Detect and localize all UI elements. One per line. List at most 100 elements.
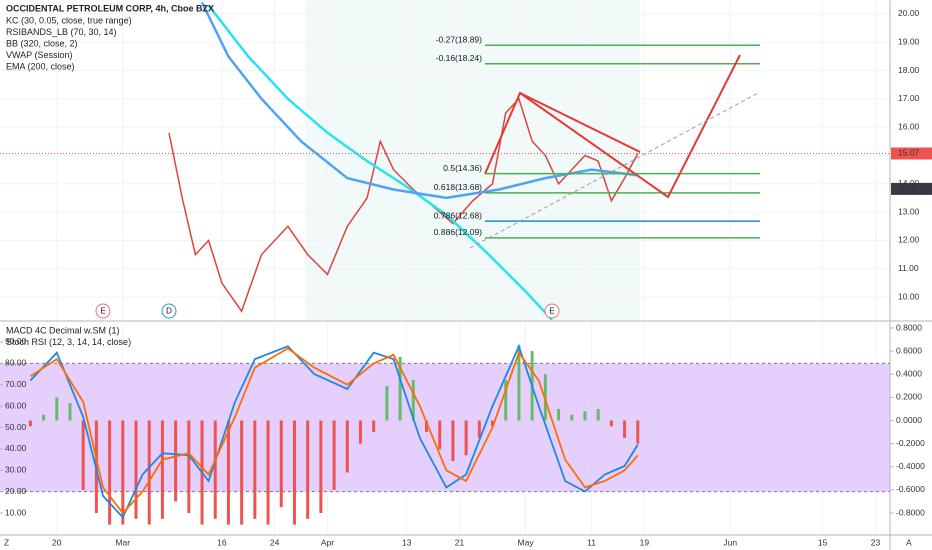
band bbox=[0, 363, 890, 492]
histogram-bar bbox=[147, 420, 151, 525]
histogram-bar bbox=[438, 420, 442, 450]
histogram-bar bbox=[240, 420, 244, 525]
y2-tick-label: 0.8000 bbox=[896, 322, 922, 332]
histogram-bar bbox=[464, 420, 468, 456]
histogram-bar bbox=[121, 420, 125, 525]
event-label: E bbox=[549, 307, 554, 316]
histogram-bar bbox=[451, 420, 455, 461]
histogram-bar bbox=[134, 420, 138, 519]
y-tick-label: 16.00 bbox=[898, 121, 920, 131]
x-tick-label: 19 bbox=[640, 537, 650, 547]
histogram-bar bbox=[609, 420, 613, 427]
y-tick-label: 17.00 bbox=[898, 93, 920, 103]
y-tick-label: 18.00 bbox=[898, 65, 920, 75]
histogram-bar bbox=[385, 385, 389, 421]
histogram-bar bbox=[279, 420, 283, 508]
event-label: E bbox=[100, 307, 105, 316]
y-tick-label: 20.00 bbox=[898, 8, 920, 18]
y-tick-label: 90.00 bbox=[5, 336, 27, 346]
histogram-bar bbox=[160, 420, 164, 519]
series-line bbox=[200, 1, 638, 200]
y-tick-label: 80.00 bbox=[5, 358, 27, 368]
x-tick-label: Mar bbox=[115, 537, 130, 547]
price-tag-label: 15.07 bbox=[898, 148, 920, 158]
indicator-label: BB (320, close, 2) bbox=[6, 38, 78, 48]
x-tick-label: 16 bbox=[217, 537, 227, 547]
pattern-drawing bbox=[484, 54, 741, 199]
indicator-label: VWAP (Session) bbox=[6, 50, 73, 60]
fib-label: -0.16(18.24) bbox=[436, 53, 482, 63]
y-tick-label: 10.00 bbox=[898, 291, 920, 301]
histogram-bar bbox=[81, 420, 85, 490]
y2-tick-label: -0.2000 bbox=[896, 438, 925, 448]
event-marker bbox=[544, 303, 560, 319]
y2-tick-label: 0.2000 bbox=[896, 392, 922, 402]
y2-tick-label: -0.8000 bbox=[896, 507, 925, 517]
histogram-bar bbox=[319, 420, 323, 514]
histogram-bar bbox=[68, 403, 72, 421]
oscillator-panel bbox=[0, 343, 890, 525]
x-tick-label: 24 bbox=[270, 537, 280, 547]
y2-tick-label: 0.0000 bbox=[896, 415, 922, 425]
y-tick-label: 30.00 bbox=[5, 465, 27, 475]
histogram-bar bbox=[425, 420, 429, 433]
price-tag-label: 13.82 bbox=[898, 183, 920, 193]
histogram-bar bbox=[398, 356, 402, 421]
histogram-bar bbox=[358, 420, 362, 444]
indicator-label: MACD 4C Decimal w.SM (1) bbox=[6, 325, 120, 335]
corner-label: A bbox=[906, 537, 912, 547]
histogram-bar bbox=[332, 420, 336, 490]
y2-tick-label: 0.4000 bbox=[896, 369, 922, 379]
histogram-bar bbox=[477, 420, 481, 438]
histogram-bar bbox=[42, 414, 46, 421]
histogram-bar bbox=[306, 420, 310, 519]
histogram-bar bbox=[292, 420, 296, 525]
y2-tick-label: -0.6000 bbox=[896, 484, 925, 494]
pattern-drawing bbox=[519, 92, 641, 153]
y2-tick-label: -0.4000 bbox=[896, 461, 925, 471]
fib-label: 0.5(14.36) bbox=[443, 163, 482, 173]
x-tick-label: Apr bbox=[321, 537, 334, 547]
histogram-bar bbox=[345, 420, 349, 473]
event-label: D bbox=[166, 307, 172, 316]
histogram-bar bbox=[570, 414, 574, 421]
histogram-bar bbox=[253, 420, 257, 519]
trend-line bbox=[469, 91, 761, 249]
series-line bbox=[207, 4, 553, 320]
x-tick-label: May bbox=[518, 537, 535, 547]
x-tick-label: Jun bbox=[723, 537, 737, 547]
histogram-bar bbox=[517, 345, 521, 421]
stoch-line bbox=[29, 343, 639, 519]
x-tick-label: 21 bbox=[455, 537, 465, 547]
event-marker bbox=[161, 303, 177, 319]
histogram-bar bbox=[411, 380, 415, 421]
fib-label: -0.27(18.89) bbox=[436, 35, 482, 45]
legend: OCCIDENTAL PETROLEUM CORP, 4h, Cboe BZX K… bbox=[6, 3, 214, 347]
indicator-label: RSIBANDS_LB (70, 30, 14) bbox=[6, 27, 117, 37]
x-tick-label: 13 bbox=[402, 537, 412, 547]
histogram-bar bbox=[504, 380, 508, 421]
histogram-bar bbox=[226, 420, 230, 525]
y-tick-label: 10.00 bbox=[5, 507, 27, 517]
price-tag bbox=[891, 182, 932, 195]
indicator-label: Stoch RSI (12, 3, 14, 14, close) bbox=[6, 337, 131, 347]
histogram-bar bbox=[55, 397, 59, 421]
price-panel: -0.27(18.89) -0.16(18.24) 0.5(14.36) 0.618(… bbox=[0, 1, 890, 320]
fib-label: 0.786(12.68) bbox=[434, 210, 482, 220]
fib-label: 0.618(13.68) bbox=[434, 182, 482, 192]
fib-label: 0.886(12.09) bbox=[434, 227, 482, 237]
y-tick-label: 70.00 bbox=[5, 379, 27, 389]
y-tick-label: 60.00 bbox=[5, 400, 27, 410]
x-tick-label: 11 bbox=[587, 537, 596, 547]
y-tick-label: 20.00 bbox=[5, 486, 27, 496]
indicator-label: EMA (200, close) bbox=[6, 61, 75, 71]
y-tick-label: 12.00 bbox=[898, 235, 920, 245]
stoch-line bbox=[29, 347, 639, 515]
histogram-bar bbox=[28, 420, 32, 427]
y2-tick-label: 0.6000 bbox=[896, 345, 922, 355]
y-tick-label: 19.00 bbox=[898, 36, 920, 46]
histogram-bar bbox=[557, 408, 561, 421]
histogram-bar bbox=[213, 420, 217, 519]
shaded-region bbox=[305, 0, 640, 320]
